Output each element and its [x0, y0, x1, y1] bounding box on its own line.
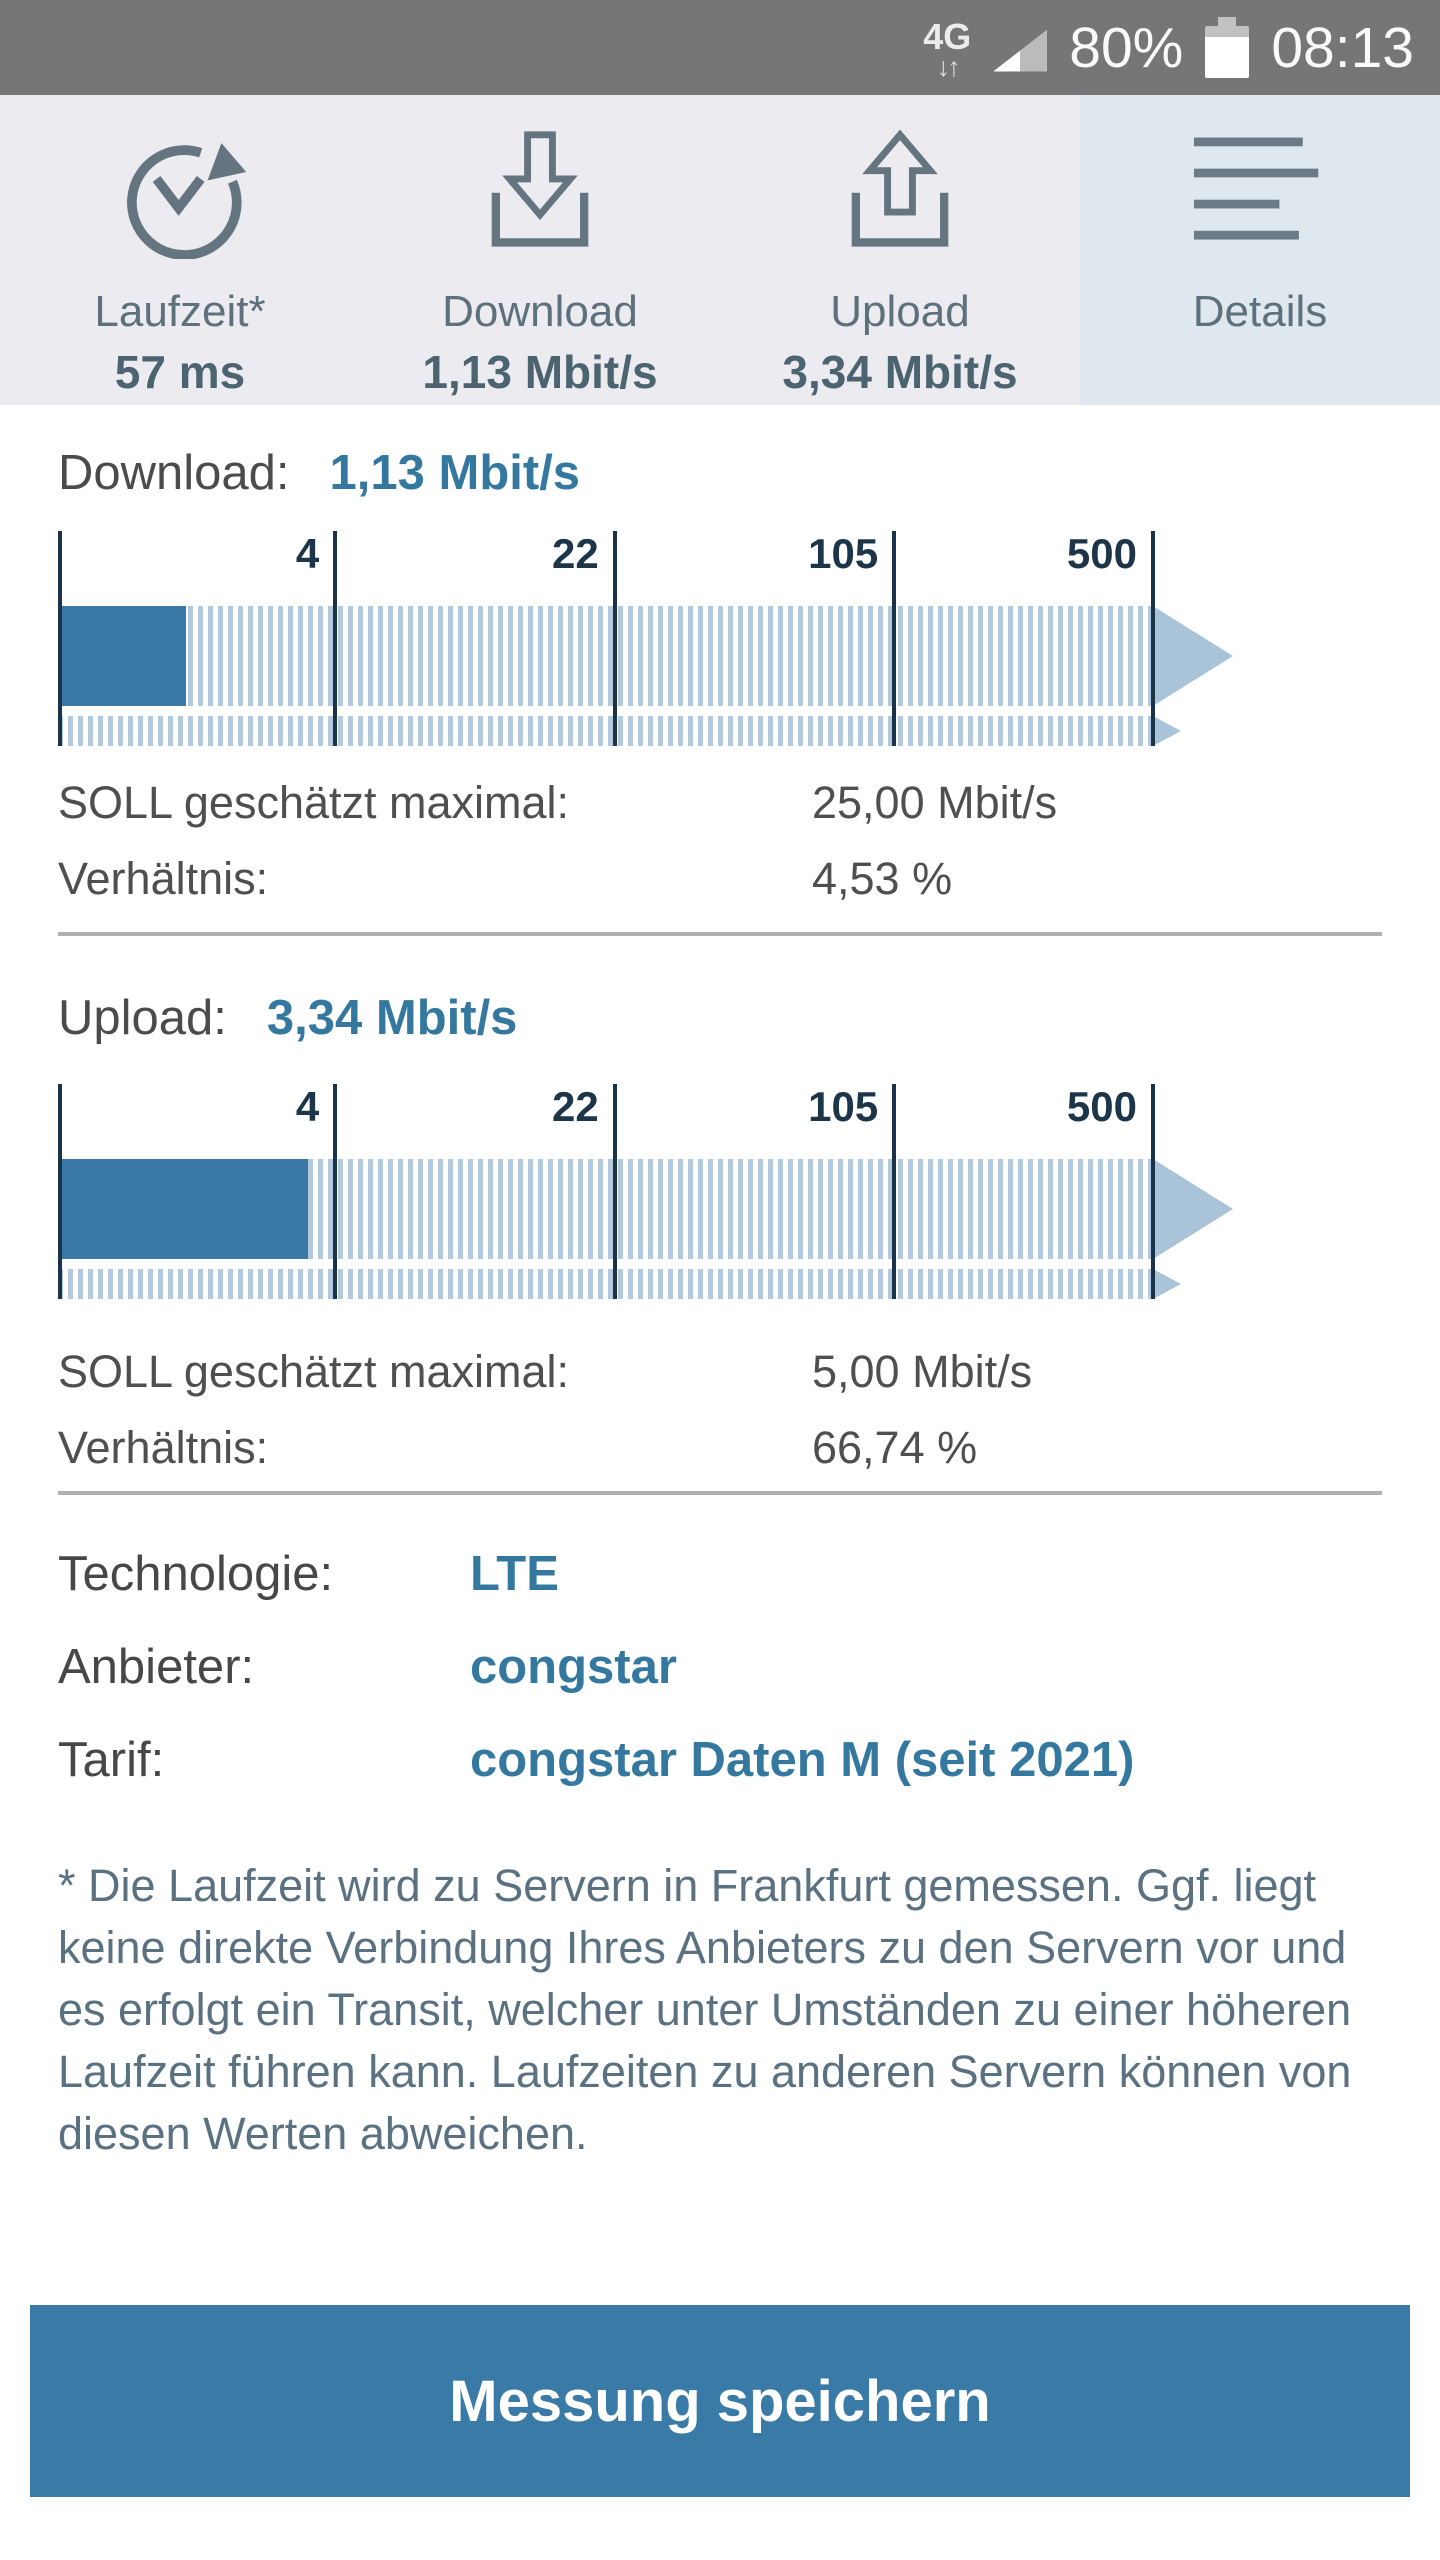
battery-icon [1205, 17, 1250, 78]
download-gauge: 4 22 105 500 [58, 531, 1382, 746]
tab-value: 3,34 Mbit/s [782, 345, 1018, 398]
info-row-tarif: Tarif: congstar Daten M (seit 2021) [58, 1729, 1382, 1791]
stat-row: Verhältnis: 66,74 % [58, 1417, 1382, 1479]
tab-details[interactable]: Details [1080, 95, 1440, 405]
tick-label: 22 [552, 530, 599, 577]
tick-line [612, 1084, 617, 1299]
stat-value: 66,74 % [812, 1422, 978, 1473]
gauge-arrow-icon [1153, 606, 1233, 706]
tick-line [892, 1084, 897, 1299]
tick-line [892, 531, 897, 746]
gauge-arrow-small-icon [1153, 1269, 1181, 1299]
stat-label: Verhältnis: [58, 853, 269, 904]
upload-heading-value: 3,34 Mbit/s [266, 991, 518, 1045]
download-gauge-track-small [58, 716, 1154, 746]
upload-gauge-scale: 4 22 105 500 [58, 1083, 1233, 1299]
gauge-arrow-icon [1153, 1159, 1233, 1259]
tick-label: 22 [552, 1083, 599, 1130]
network-type-indicator: 4G ↓↑ [923, 15, 972, 82]
data-transfer-arrows-icon: ↓↑ [936, 51, 961, 82]
timer-restart-icon [110, 121, 250, 259]
battery-percent-label: 80% [1069, 15, 1184, 80]
upload-stats: SOLL geschätzt maximal: 5,00 Mbit/s Verh… [58, 1341, 1382, 1479]
tab-upload[interactable]: Upload 3,34 Mbit/s [720, 95, 1080, 405]
signal-triangle-outline [993, 29, 1048, 72]
signal-triangle-fill [993, 50, 1021, 72]
download-gauge-track [58, 606, 1154, 706]
upload-gauge-track-small [58, 1269, 1154, 1299]
status-bar: 4G ↓↑ 80% 08:13 [0, 0, 1440, 95]
upload-tray-icon [831, 121, 969, 259]
info-row-anbieter: Anbieter: congstar [58, 1636, 1382, 1698]
download-gauge-scale: 4 22 105 500 [58, 530, 1233, 746]
info-label: Tarif: [58, 1733, 165, 1787]
results-tab-bar: Laufzeit* 57 ms Download 1,13 Mbit/s Upl… [0, 95, 1440, 405]
connection-details: Technologie: LTE Anbieter: congstar Tari… [58, 1543, 1382, 1791]
info-row-technologie: Technologie: LTE [58, 1543, 1382, 1605]
stat-value: 25,00 Mbit/s [812, 777, 1058, 828]
tab-value: 57 ms [114, 345, 246, 398]
gauge-arrow-small-icon [1153, 716, 1181, 746]
stat-row: Verhältnis: 4,53 % [58, 848, 1382, 910]
tick-line [333, 1084, 338, 1299]
download-gauge-fill [58, 606, 187, 706]
signal-strength-icon [993, 29, 1048, 72]
tab-laufzeit[interactable]: Laufzeit* 57 ms [0, 95, 360, 405]
tab-label: Laufzeit* [94, 287, 266, 336]
tick-line [58, 531, 62, 746]
info-label: Technologie: [58, 1547, 334, 1601]
details-panel: Download: 1,13 Mbit/s 4 22 105 500 [0, 405, 1440, 2497]
tick-label: 105 [808, 530, 879, 577]
tick-label: 4 [295, 530, 320, 577]
info-value: LTE [470, 1547, 559, 1601]
tick-label: 4 [295, 1083, 320, 1130]
battery-nub [1218, 17, 1237, 26]
tab-label: Download [442, 287, 638, 336]
tab-value: 1,13 Mbit/s [422, 345, 658, 398]
tick-label: 105 [808, 1083, 879, 1130]
stat-label: Verhältnis: [58, 1422, 269, 1473]
tick-line [1151, 1084, 1155, 1299]
stat-label: SOLL geschätzt maximal: [58, 1346, 570, 1397]
tick-label: 500 [1066, 530, 1137, 577]
upload-gauge-fill [58, 1159, 308, 1259]
tick-line [333, 531, 338, 746]
laufzeit-footnote: * Die Laufzeit wird zu Servern in Frankf… [58, 1860, 1352, 2159]
tab-label: Details [1192, 287, 1328, 336]
tick-line [1151, 531, 1155, 746]
upload-gauge: 4 22 105 500 [58, 1084, 1382, 1299]
stat-label: SOLL geschätzt maximal: [58, 777, 570, 828]
stat-row: SOLL geschätzt maximal: 5,00 Mbit/s [58, 1341, 1382, 1403]
tick-line [58, 1084, 62, 1299]
download-heading-value: 1,13 Mbit/s [329, 446, 581, 500]
tab-download[interactable]: Download 1,13 Mbit/s [360, 95, 720, 405]
info-label: Anbieter: [58, 1640, 255, 1694]
section-divider [58, 932, 1382, 936]
list-lines-icon [1192, 121, 1328, 259]
network-type-label: 4G [923, 15, 972, 57]
download-heading: Download: 1,13 Mbit/s [58, 441, 1382, 505]
section-divider [58, 1491, 1382, 1495]
battery-body [1205, 26, 1250, 78]
info-value: congstar [470, 1640, 677, 1694]
stat-row: SOLL geschätzt maximal: 25,00 Mbit/s [58, 772, 1382, 834]
save-measurement-button[interactable]: Messung speichern [30, 2305, 1410, 2497]
upload-heading: Upload: 3,34 Mbit/s [58, 986, 1382, 1050]
download-tray-icon [471, 121, 609, 259]
download-heading-label: Download: [58, 446, 290, 500]
tick-label: 500 [1066, 1083, 1137, 1130]
tab-label: Upload [830, 287, 970, 336]
clock-label: 08:13 [1271, 15, 1414, 80]
download-stats: SOLL geschätzt maximal: 25,00 Mbit/s Ver… [58, 772, 1382, 910]
stat-value: 5,00 Mbit/s [812, 1346, 1033, 1397]
info-value: congstar Daten M (seit 2021) [470, 1733, 1135, 1787]
upload-heading-label: Upload: [58, 991, 227, 1045]
stat-value: 4,53 % [812, 853, 953, 904]
tick-line [612, 531, 617, 746]
